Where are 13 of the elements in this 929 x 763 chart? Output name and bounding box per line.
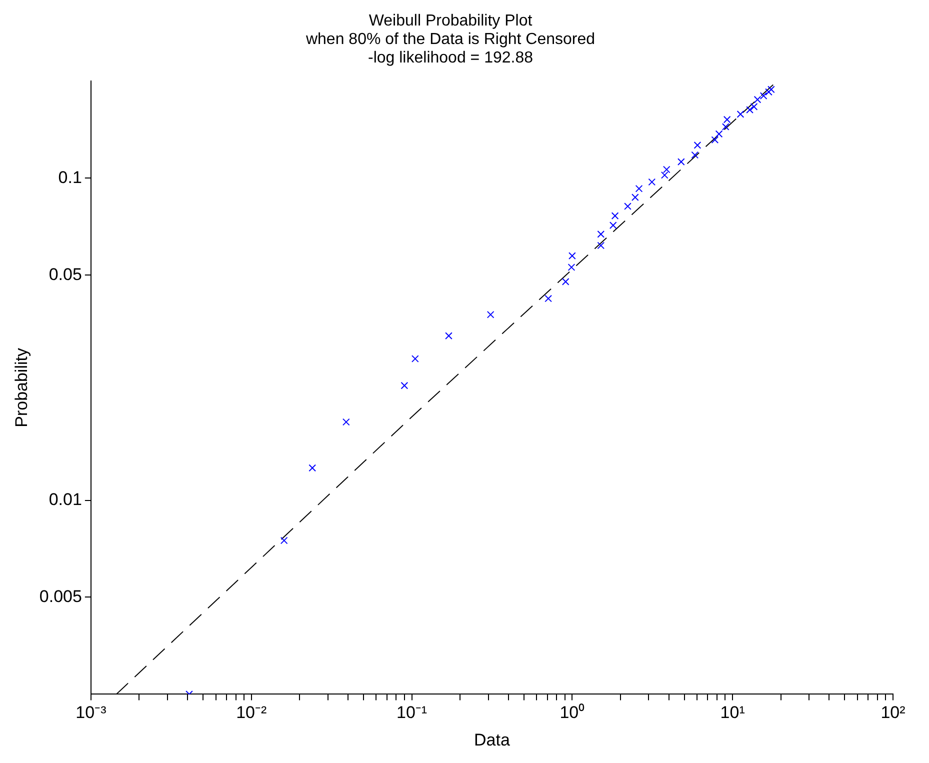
y-tick-label: 0.05 (48, 264, 82, 284)
x-tick-label: 10⁰ (560, 703, 585, 722)
x-tick-label: 10⁻¹ (396, 703, 428, 722)
y-tick-label: 0.01 (48, 490, 82, 509)
y-axis-title: Probability (12, 348, 31, 428)
x-tick-label: 10² (880, 703, 906, 722)
chart-title: Weibull Probability Plot when 80% of the Data is Right Censored -log likelihood = 192.88 (304, 12, 596, 66)
y-tick-label: 0.005 (39, 586, 82, 606)
x-tick-label: 10⁻² (236, 703, 267, 722)
x-axis-title: Data (474, 730, 510, 750)
y-tick-label: 0.1 (58, 168, 82, 187)
x-tick-label: 10¹ (720, 703, 746, 722)
x-tick-label: 10⁻³ (76, 703, 107, 722)
